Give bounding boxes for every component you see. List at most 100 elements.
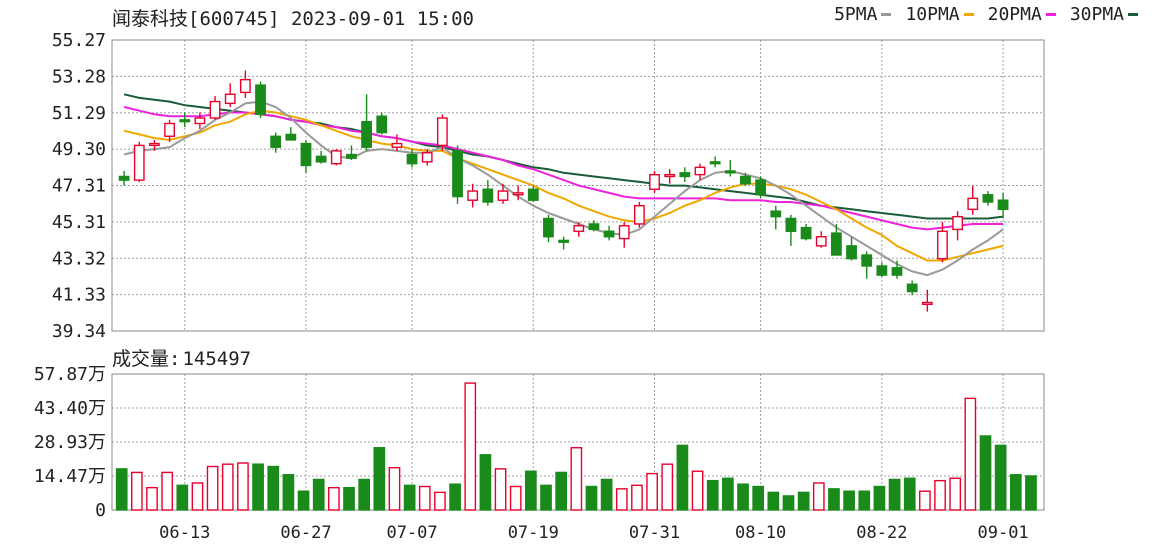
candle-down <box>406 153 418 165</box>
volume-bar <box>403 484 416 511</box>
volume-tick-label: 14.47万 <box>34 466 106 487</box>
price-tick-label: 53.28 <box>52 66 106 87</box>
volume-bar <box>267 465 280 511</box>
candle-down <box>285 133 297 141</box>
volume-bar <box>903 477 916 511</box>
candle-up <box>421 152 433 163</box>
candle-up <box>967 197 979 211</box>
volume-bar <box>737 483 749 511</box>
volume-bar <box>828 488 840 511</box>
candle-down <box>709 161 721 165</box>
date-tick-label: 06-13 <box>159 523 210 543</box>
candle-up <box>209 100 221 119</box>
candle-down <box>346 153 357 159</box>
candle-up <box>133 144 145 181</box>
candle-up <box>937 230 948 260</box>
candle-down <box>558 239 570 243</box>
candle-up <box>391 142 403 148</box>
candle-down <box>785 217 797 232</box>
candle-down <box>270 135 282 148</box>
ma-line-20pma <box>123 106 1004 231</box>
legend-swatch-10pma <box>963 13 974 16</box>
volume-bar <box>525 470 537 511</box>
ma-legend: 5PMA 10PMA 20PMA 30PMA <box>834 4 1138 25</box>
volume-bar <box>797 491 810 511</box>
candle-up <box>633 204 645 225</box>
volume-bar <box>600 478 613 511</box>
candle-down <box>755 179 767 196</box>
candle-down <box>724 170 736 174</box>
volume-bar <box>343 486 355 511</box>
volume-tick-label: 57.87万 <box>34 364 106 385</box>
legend-label-5pma: 5PMA <box>834 4 878 25</box>
volume-bar <box>418 485 431 511</box>
candle-down <box>891 267 903 276</box>
date-tick-label: 09-01 <box>977 523 1028 543</box>
candle-down <box>118 175 130 181</box>
volume-bar <box>131 471 143 511</box>
volume-bar <box>206 465 219 511</box>
price-tick-label: 49.30 <box>52 139 106 160</box>
candle-down <box>255 84 266 116</box>
candle-down <box>179 119 191 123</box>
price-tick-label: 51.29 <box>52 103 106 124</box>
candle-up <box>330 150 342 165</box>
candle-up <box>194 117 206 125</box>
volume-bar <box>328 486 340 511</box>
volume-bar <box>706 479 719 511</box>
volume-tick-label: 0 <box>95 500 106 521</box>
volume-bar <box>297 490 310 511</box>
candle-down <box>770 210 782 218</box>
candle-down <box>603 230 615 238</box>
legend-swatch-30pma <box>1128 13 1138 16</box>
candle-up <box>815 236 827 247</box>
price-tick-label: 47.31 <box>52 176 106 197</box>
volume-bar <box>631 484 643 511</box>
candle-up <box>573 225 585 232</box>
candle-down <box>452 150 463 198</box>
volume-bar <box>115 468 128 511</box>
volume-bar <box>615 488 628 511</box>
date-tick-label: 06-27 <box>280 523 331 543</box>
volume-bar <box>888 478 901 511</box>
candle-down <box>543 217 554 238</box>
volume-bar <box>964 397 977 511</box>
candle-down <box>906 283 918 293</box>
date-tick-label: 07-31 <box>629 523 680 543</box>
volume-bar <box>555 471 568 511</box>
volume-bar <box>994 444 1007 511</box>
legend-item-5pma: 5PMA <box>834 4 892 25</box>
legend-swatch-20pma <box>1045 13 1056 16</box>
volume-bar <box>782 495 795 511</box>
legend-item-30pma: 30PMA <box>1070 4 1138 25</box>
chart-header: 闻泰科技[600745] 2023-09-01 15:00 5PMA 10PMA… <box>112 4 1152 30</box>
volume-bar <box>358 478 371 511</box>
candle-down <box>482 188 494 203</box>
candle-up <box>649 173 660 190</box>
candle-up <box>224 93 236 105</box>
volume-bar <box>858 490 871 511</box>
candle-down <box>876 265 888 276</box>
candle-down <box>846 245 857 260</box>
volume-bar <box>373 447 386 511</box>
volume-bar <box>449 483 461 511</box>
candle-down <box>740 175 751 185</box>
candle-down <box>861 254 873 267</box>
candle-down <box>315 155 327 163</box>
candle-up <box>239 78 251 94</box>
volume-bar <box>479 454 492 511</box>
candle-down <box>997 199 1009 211</box>
candle-up <box>618 225 630 240</box>
volume-bar <box>312 478 325 511</box>
volume-bar <box>752 485 765 511</box>
legend-label-20pma: 20PMA <box>987 4 1042 25</box>
candle-down <box>830 232 842 256</box>
volume-bar <box>676 444 689 511</box>
volume-bar <box>843 490 855 511</box>
candle-down <box>800 226 812 240</box>
ma-line-10pma <box>123 109 1004 262</box>
date-tick-label: 07-19 <box>508 523 559 543</box>
candle-down <box>376 115 388 134</box>
volume-bar <box>252 463 264 511</box>
